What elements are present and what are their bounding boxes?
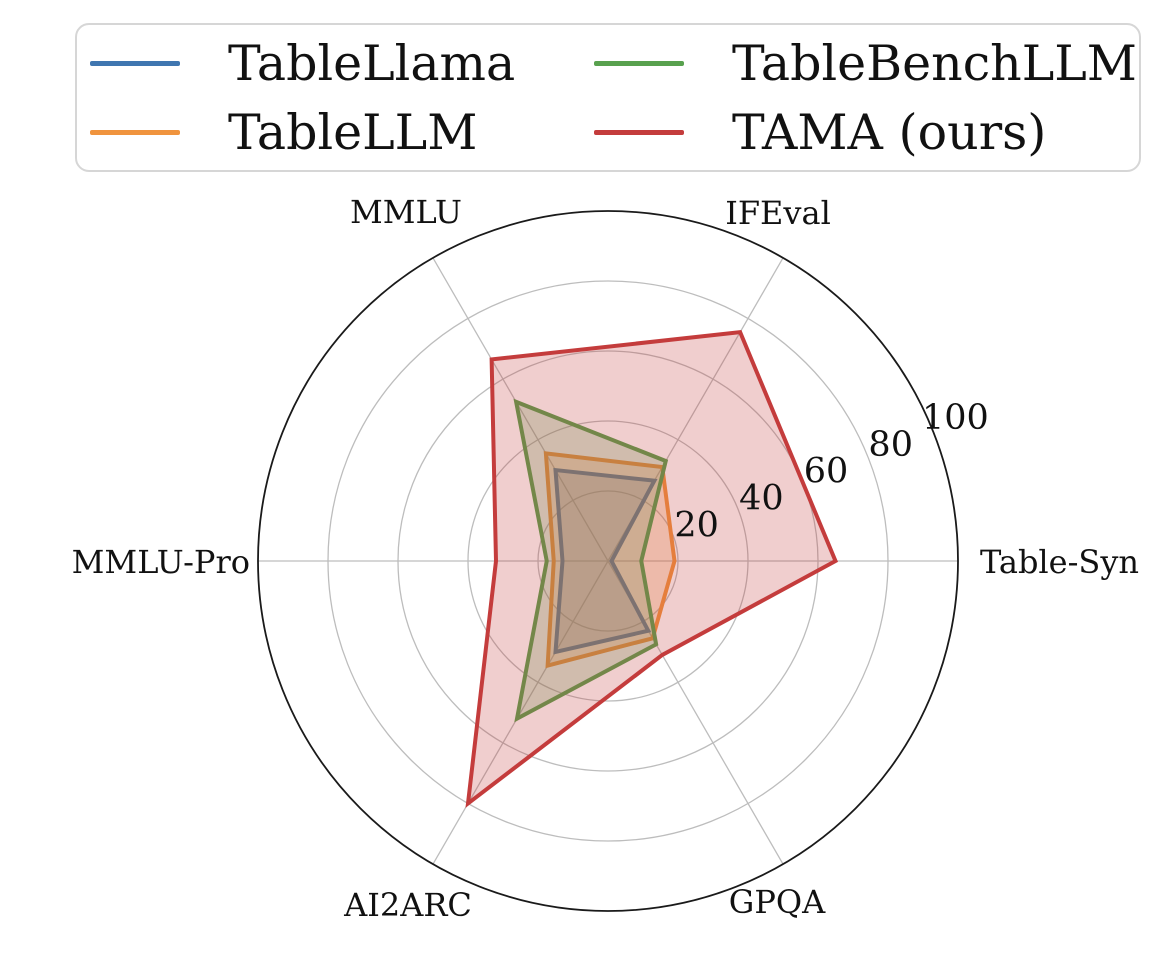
legend-label-tablellama: TableLlama [228,34,516,92]
axis-spoke-mmlu [432,257,609,562]
axis-label-gpqa: GPQA [729,883,826,921]
legend-line-swatch-tablebenchllm [594,60,684,66]
axis-label-mmlu: MMLU [350,193,462,231]
legend-item-tablellama: TableLlama [77,29,581,98]
legend-label-tablellm: TableLLM [228,103,478,161]
axis-label-table-syn: Table-Syn [980,543,1139,581]
legend-line-swatch-tama [594,129,684,135]
series-polygon-tama-ours [465,330,839,808]
series-polygon-tablellama [553,467,658,655]
radial-tick-label-60: 60 [804,452,849,492]
outer-ring [257,210,959,912]
legend-line-swatch-tablellama [90,60,180,66]
legend: TableLlama TableBenchLLM TableLLM TAMA (… [75,23,1141,172]
axis-label-ai2arc: AI2ARC [343,886,472,924]
legend-label-tama: TAMA (ours) [732,103,1047,161]
legend-item-tablellm: TableLLM [77,98,581,167]
axis-label-ifeval: IFEval [725,194,831,232]
legend-line-swatch-tablellm [90,129,180,135]
legend-label-tablebenchllm: TableBenchLLM [732,34,1137,92]
radial-tick-label-80: 80 [868,425,913,465]
legend-item-tablebenchllm: TableBenchLLM [581,29,1139,98]
legend-item-tama: TAMA (ours) [581,98,1139,167]
series-polygon-tablebenchllm [513,398,669,723]
radial-tick-label-20: 20 [674,505,719,545]
axis-spoke-ai2arc [432,560,609,865]
axis-label-mmlu-pro: MMLU-Pro [72,543,250,581]
radial-tick-label-100: 100 [922,398,989,438]
radial-tick-label-40: 40 [739,478,784,518]
